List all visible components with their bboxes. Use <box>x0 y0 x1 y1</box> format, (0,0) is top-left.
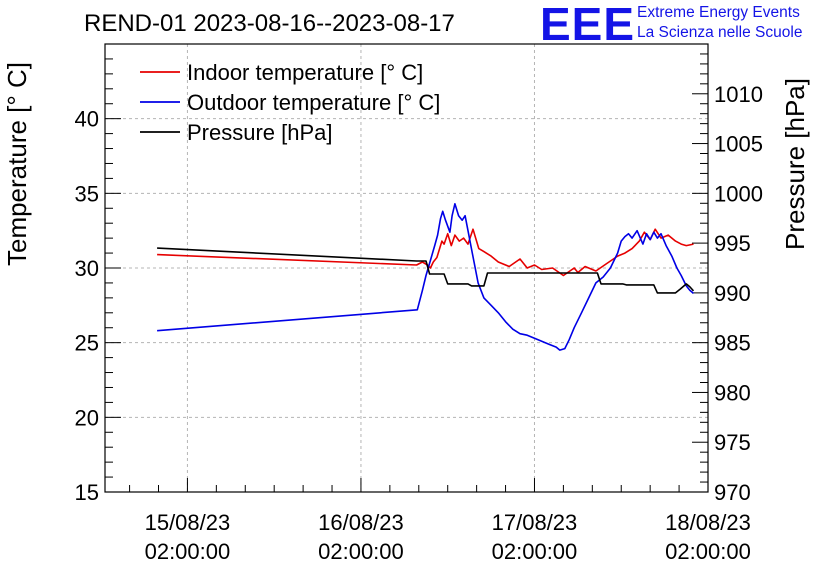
x-tick-label-time: 02:00:00 <box>318 539 404 564</box>
logo-caption-line2: La Scienza nelle Scuole <box>637 24 803 41</box>
y-right-tick-label: 995 <box>714 231 751 256</box>
y-left-tick-label: 30 <box>75 256 99 281</box>
y-right-tick-label: 1010 <box>714 82 763 107</box>
y-right-tick-label: 975 <box>714 430 751 455</box>
grid-lines <box>105 44 708 492</box>
x-tick-label-time: 02:00:00 <box>665 539 751 564</box>
x-tick-label-time: 02:00:00 <box>492 539 578 564</box>
series-line-outdoor <box>157 203 695 351</box>
legend: Indoor temperature [° C] Outdoor temperat… <box>140 60 440 145</box>
chart-title: REND-01 2023-08-16--2023-08-17 <box>84 10 455 37</box>
y-left-tick-label: 15 <box>75 480 99 505</box>
y-right-tick-label: 1005 <box>714 132 763 157</box>
y-left-tick-label: 40 <box>75 107 99 132</box>
y-left-tick-label: 35 <box>75 181 99 206</box>
y-axis-label-right: Pressure [hPa] <box>780 78 810 250</box>
y-right-tick-label: 1000 <box>714 181 763 206</box>
data-series <box>157 203 695 351</box>
legend-label-pressure: Pressure [hPa] <box>187 120 333 145</box>
x-tick-label-date: 15/08/23 <box>145 510 231 535</box>
eee-logo: EEE <box>540 0 636 50</box>
x-tick-label-date: 16/08/23 <box>318 510 404 535</box>
logo-caption-line1: Extreme Energy Events <box>637 4 800 21</box>
y-right-tick-label: 990 <box>714 281 751 306</box>
y-right-tick-label: 970 <box>714 480 751 505</box>
x-tick-label-date: 18/08/23 <box>665 510 751 535</box>
y-axis-label-left: Temperature [° C] <box>2 62 32 266</box>
legend-label-outdoor: Outdoor temperature [° C] <box>187 90 440 115</box>
y-left-tick-label: 20 <box>75 405 99 430</box>
x-tick-label-time: 02:00:00 <box>145 539 231 564</box>
series-line-pressure <box>157 247 695 294</box>
y-left-tick-label: 25 <box>75 331 99 356</box>
x-tick-label-date: 17/08/23 <box>492 510 578 535</box>
legend-label-indoor: Indoor temperature [° C] <box>187 60 423 85</box>
y-right-tick-label: 980 <box>714 380 751 405</box>
axes: 15/08/23 02:00:00 16/08/23 02:00:00 17/08/23… <box>75 53 763 564</box>
y-right-tick-label: 985 <box>714 331 751 356</box>
